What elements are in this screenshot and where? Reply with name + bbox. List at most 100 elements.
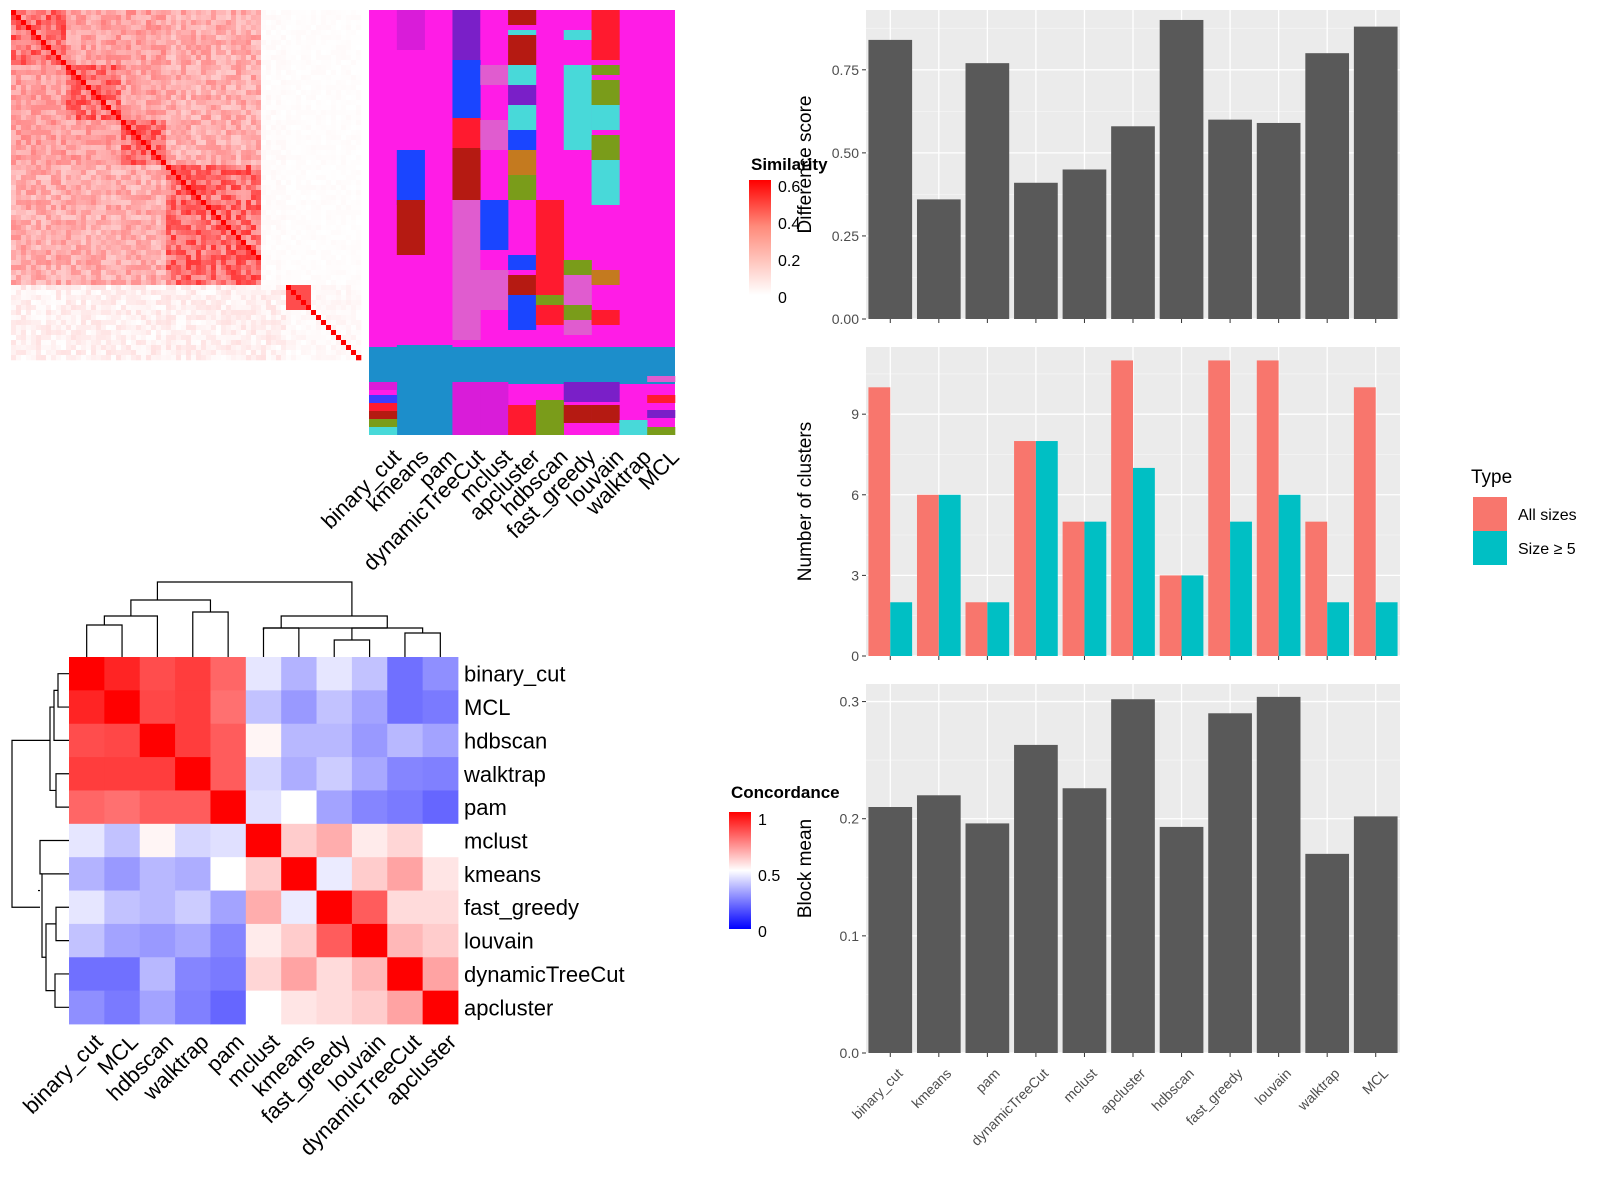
- similarity-cell: [26, 250, 32, 256]
- similarity-cell: [11, 110, 17, 116]
- similarity-cell: [271, 220, 277, 226]
- similarity-cell: [111, 250, 117, 256]
- similarity-cell: [106, 355, 112, 361]
- similarity-cell: [236, 90, 242, 96]
- similarity-cell: [101, 265, 107, 271]
- similarity-cell: [146, 110, 152, 116]
- similarity-cell: [251, 215, 257, 221]
- similarity-cell: [356, 50, 362, 56]
- similarity-cell: [186, 240, 192, 246]
- similarity-cell: [126, 95, 132, 101]
- similarity-cell: [341, 255, 347, 261]
- similarity-cell: [161, 345, 167, 351]
- similarity-cell: [146, 210, 152, 216]
- similarity-cell: [206, 70, 212, 76]
- similarity-cell: [206, 190, 212, 196]
- similarity-cell: [76, 295, 82, 301]
- similarity-cell: [126, 85, 132, 91]
- similarity-cell: [321, 80, 327, 86]
- similarity-cell: [271, 295, 277, 301]
- similarity-cell: [316, 340, 322, 346]
- similarity-cell: [36, 195, 42, 201]
- similarity-cell: [26, 340, 32, 346]
- similarity-cell: [201, 70, 207, 76]
- similarity-cell: [246, 95, 252, 101]
- similarity-cell: [306, 345, 312, 351]
- similarity-cell: [256, 175, 262, 181]
- similarity-cell: [56, 90, 62, 96]
- similarity-cell: [26, 155, 32, 161]
- similarity-cell: [96, 220, 102, 226]
- similarity-cell: [91, 160, 97, 166]
- similarity-cell: [96, 190, 102, 196]
- similarity-cell: [336, 285, 342, 291]
- similarity-cell: [341, 125, 347, 131]
- similarity-cell: [336, 50, 342, 56]
- similarity-cell: [21, 155, 27, 161]
- similarity-cell: [176, 305, 182, 311]
- similarity-cell: [71, 40, 77, 46]
- similarity-cell: [216, 50, 222, 56]
- similarity-cell: [21, 110, 27, 116]
- similarity-cell: [56, 50, 62, 56]
- similarity-cell: [201, 225, 207, 231]
- similarity-cell: [351, 90, 357, 96]
- similarity-cell: [316, 65, 322, 71]
- similarity-cell: [116, 230, 122, 236]
- similarity-cell: [126, 45, 132, 51]
- similarity-cell: [246, 70, 252, 76]
- similarity-cell: [91, 330, 97, 336]
- similarity-cell: [21, 295, 27, 301]
- similarity-cell: [151, 325, 157, 331]
- similarity-cell: [211, 165, 217, 171]
- similarity-cell: [241, 270, 247, 276]
- similarity-cell: [166, 120, 172, 126]
- similarity-cell: [26, 260, 32, 266]
- similarity-cell: [81, 340, 87, 346]
- similarity-cell: [226, 170, 232, 176]
- similarity-cell: [16, 325, 22, 331]
- similarity-cell: [161, 260, 167, 266]
- similarity-cell: [356, 130, 362, 136]
- assignment-block: [396, 265, 425, 325]
- similarity-cell: [86, 45, 92, 51]
- similarity-cell: [11, 240, 17, 246]
- similarity-cell: [176, 90, 182, 96]
- similarity-cell: [186, 85, 192, 91]
- similarity-cell: [51, 260, 57, 266]
- similarity-cell: [51, 325, 57, 331]
- similarity-cell: [101, 260, 107, 266]
- similarity-cell: [16, 350, 22, 356]
- similarity-cell: [101, 10, 107, 16]
- similarity-cell: [171, 215, 177, 221]
- similarity-cell: [221, 90, 227, 96]
- similarity-cell: [111, 30, 117, 36]
- similarity-cell: [156, 25, 162, 31]
- similarity-cell: [131, 200, 137, 206]
- similarity-cell: [206, 25, 212, 31]
- similarity-cell: [206, 175, 212, 181]
- similarity-cell: [86, 10, 92, 16]
- similarity-cell: [261, 110, 267, 116]
- similarity-cell: [16, 120, 22, 126]
- similarity-cell: [256, 215, 262, 221]
- similarity-cell: [246, 305, 252, 311]
- similarity-cell: [356, 45, 362, 51]
- similarity-cell: [296, 275, 302, 281]
- similarity-cell: [81, 260, 87, 266]
- similarity-cell: [211, 80, 217, 86]
- similarity-cell: [76, 105, 82, 111]
- similarity-cell: [36, 210, 42, 216]
- similarity-cell: [186, 20, 192, 26]
- similarity-cell: [316, 110, 322, 116]
- similarity-cell: [176, 330, 182, 336]
- similarity-cell: [11, 45, 17, 51]
- similarity-cell: [336, 25, 342, 31]
- similarity-cell: [11, 295, 17, 301]
- similarity-cell: [226, 255, 232, 261]
- similarity-cell: [11, 225, 17, 231]
- similarity-cell: [141, 45, 147, 51]
- similarity-cell: [66, 65, 72, 71]
- similarity-cell: [296, 290, 302, 296]
- similarity-cell: [86, 355, 92, 361]
